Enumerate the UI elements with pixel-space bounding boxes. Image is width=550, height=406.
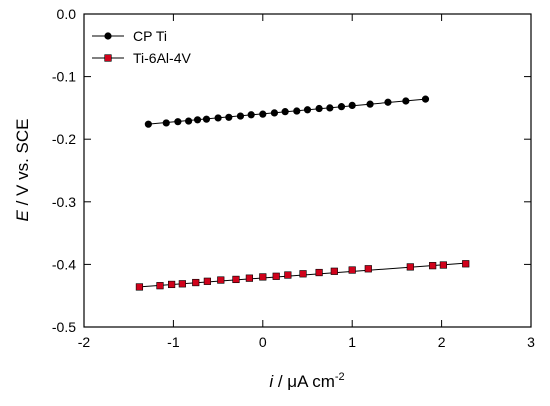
point-ti-6al-4v — [439, 261, 447, 269]
point-cp-ti — [281, 108, 289, 116]
point-ti-6al-4v — [245, 274, 253, 282]
point-cp-ti — [193, 116, 202, 124]
point-ti-6al-4v — [232, 275, 240, 284]
point-ti-6al-4v — [135, 283, 144, 291]
x-tick-label: -2 — [78, 334, 91, 350]
point-cp-ti — [348, 101, 356, 109]
point-cp-ti — [402, 97, 410, 105]
y-axis-label: E / V vs. SCE — [13, 119, 32, 222]
x-axis-label: i / μA cm-2 — [269, 371, 344, 391]
point-cp-ti — [337, 103, 346, 111]
point-ti-6al-4v — [168, 280, 176, 289]
legend-marker-ti-6al-4v — [104, 54, 112, 62]
legend-marker-cp-ti — [104, 32, 112, 40]
point-ti-6al-4v — [406, 263, 414, 271]
point-cp-ti — [162, 119, 170, 127]
x-tick-label: 1 — [348, 334, 356, 350]
x-tick-label: -1 — [167, 334, 180, 350]
data-markers — [135, 95, 470, 291]
point-cp-ti — [184, 117, 193, 125]
point-ti-6al-4v — [203, 277, 211, 285]
point-cp-ti — [270, 109, 279, 117]
point-cp-ti — [144, 120, 152, 128]
y-tick-label: -0.3 — [52, 194, 76, 210]
point-ti-6al-4v — [429, 262, 437, 270]
point-ti-6al-4v — [315, 268, 323, 277]
point-ti-6al-4v — [272, 272, 280, 280]
point-ti-6al-4v — [330, 267, 338, 275]
point-cp-ti — [366, 100, 374, 108]
point-cp-ti — [225, 113, 233, 121]
y-tick-label: 0.0 — [57, 6, 77, 22]
point-ti-6al-4v — [259, 273, 267, 281]
point-cp-ti — [303, 106, 312, 114]
legend-label-cp-ti: CP Ti — [133, 28, 167, 44]
y-tick-label: -0.5 — [52, 319, 76, 335]
point-ti-6al-4v — [284, 271, 292, 279]
point-cp-ti — [293, 107, 301, 115]
point-cp-ti — [259, 110, 267, 118]
ticks-layer: -2 -1 0 1 2 3 0.0 -0.1 -0.2 -0.3 -0.4 -0.5 — [52, 6, 535, 350]
point-cp-ti — [174, 118, 182, 126]
fit-lines — [139, 98, 466, 288]
legend-label-ti-6al-4v: Ti-6Al-4V — [133, 50, 191, 66]
legend: CP Ti Ti-6Al-4V — [92, 28, 191, 66]
point-ti-6al-4v — [348, 266, 356, 274]
x-tick-label: 3 — [527, 334, 535, 350]
y-tick-label: -0.1 — [52, 69, 76, 85]
point-cp-ti — [326, 104, 334, 112]
plot-frame — [83, 13, 532, 328]
point-cp-ti — [421, 95, 430, 103]
point-cp-ti — [236, 112, 245, 120]
point-cp-ti — [384, 98, 392, 106]
point-ti-6al-4v — [364, 265, 372, 273]
y-tick-label: -0.2 — [52, 131, 76, 147]
point-ti-6al-4v — [299, 270, 307, 278]
x-tick-label: 0 — [259, 334, 267, 350]
point-ti-6al-4v — [192, 278, 200, 287]
point-cp-ti — [247, 111, 255, 119]
point-cp-ti — [315, 104, 323, 113]
y-tick-label: -0.4 — [52, 256, 76, 272]
point-ti-6al-4v — [217, 276, 225, 284]
point-cp-ti — [202, 115, 211, 123]
point-ti-6al-4v — [156, 282, 164, 290]
point-ti-6al-4v — [462, 260, 470, 268]
point-ti-6al-4v — [178, 280, 186, 288]
x-tick-label: 2 — [438, 334, 446, 350]
point-cp-ti — [214, 114, 222, 122]
